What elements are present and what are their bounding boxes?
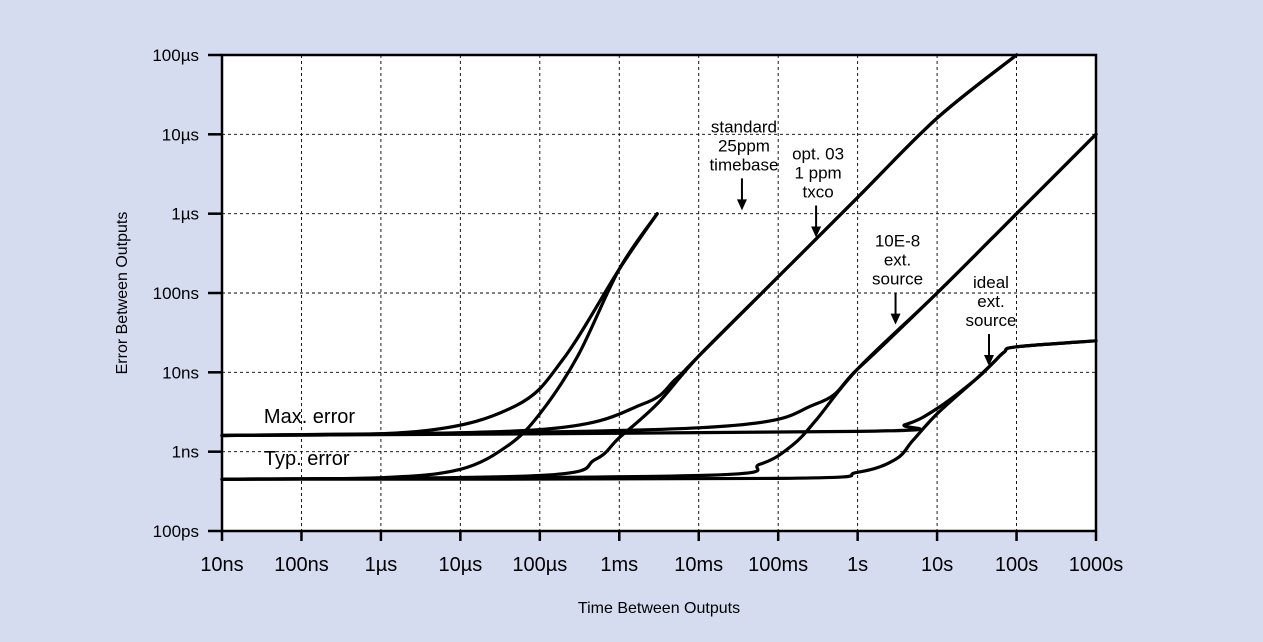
annotation-text: timebase bbox=[709, 155, 778, 174]
annotation-text: 25ppm bbox=[718, 136, 770, 155]
y-tick-label: 10µs bbox=[162, 125, 199, 144]
annotation-arrowhead bbox=[736, 199, 747, 211]
annotation-text: ideal bbox=[973, 273, 1009, 292]
x-tick-label: 10ms bbox=[674, 554, 723, 576]
annotation-text: txco bbox=[802, 183, 833, 202]
series-lines bbox=[220, 53, 1098, 481]
x-tick-label: 10s bbox=[921, 554, 953, 576]
plot-area bbox=[222, 55, 1096, 531]
y-axis-label: Error Between Outputs bbox=[114, 212, 131, 375]
y-tick-label: 1µs bbox=[171, 205, 199, 224]
annotation-text: ext. bbox=[977, 292, 1004, 311]
annotation-arrowhead bbox=[890, 313, 901, 325]
x-tick-label: 1000s bbox=[1069, 554, 1124, 576]
annotation-arrowhead bbox=[811, 226, 822, 238]
series-line-typ bbox=[220, 339, 1098, 481]
series-line-typ bbox=[220, 132, 1098, 481]
annotation-text: source bbox=[965, 311, 1016, 330]
x-tick-labels: 10ns 100ns 1µs 10µs 100µs 1ms 10ms 100ms 1s 10s 10… bbox=[200, 554, 1123, 576]
x-tick-label: 100ms bbox=[748, 554, 808, 576]
axis-ticks bbox=[208, 53, 1098, 541]
x-tick-label: 1s bbox=[847, 554, 868, 576]
y-tick-label: 10ns bbox=[162, 363, 199, 382]
x-tick-label: 100µs bbox=[512, 554, 567, 576]
y-tick-label: 100µs bbox=[152, 46, 199, 65]
x-tick-label: 10ns bbox=[200, 554, 243, 576]
curve-label: Typ. error bbox=[264, 448, 350, 470]
gridlines bbox=[222, 55, 1096, 531]
x-tick-label: 100s bbox=[995, 554, 1038, 576]
annotation-text: standard bbox=[711, 117, 777, 136]
annotation-text: opt. 03 bbox=[792, 145, 844, 164]
y-tick-label: 100ps bbox=[153, 522, 199, 541]
x-axis-label: Time Between Outputs bbox=[578, 600, 740, 617]
curve-labels: Max. error Typ. error bbox=[264, 406, 355, 470]
y-tick-labels: 100µs 10µs 1µs 100ns 10ns 1ns 100ps bbox=[152, 46, 199, 541]
x-tick-label: 1µs bbox=[365, 554, 398, 576]
curve-label: Max. error bbox=[264, 406, 355, 428]
y-tick-label: 100ns bbox=[153, 284, 199, 303]
x-tick-label: 1ms bbox=[600, 554, 638, 576]
x-tick-label: 100ns bbox=[274, 554, 329, 576]
annotation-arrowhead bbox=[983, 355, 994, 367]
annotation-text: ext. bbox=[884, 251, 911, 270]
annotation-text: 10E-8 bbox=[875, 232, 920, 251]
y-tick-label: 1ns bbox=[172, 443, 199, 462]
x-tick-label: 10µs bbox=[438, 554, 482, 576]
annotation-text: source bbox=[872, 270, 923, 289]
annotation-text: 1 ppm bbox=[794, 164, 841, 183]
series-line-typ bbox=[220, 53, 1019, 481]
